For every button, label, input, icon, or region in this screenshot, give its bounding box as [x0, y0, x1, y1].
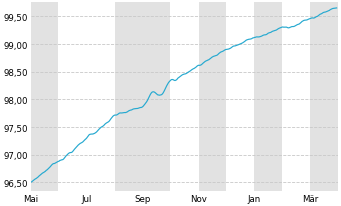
Bar [31, 4, 58, 191]
Bar [115, 4, 170, 191]
Bar [199, 4, 226, 191]
Bar [310, 4, 338, 191]
Bar [254, 4, 282, 191]
